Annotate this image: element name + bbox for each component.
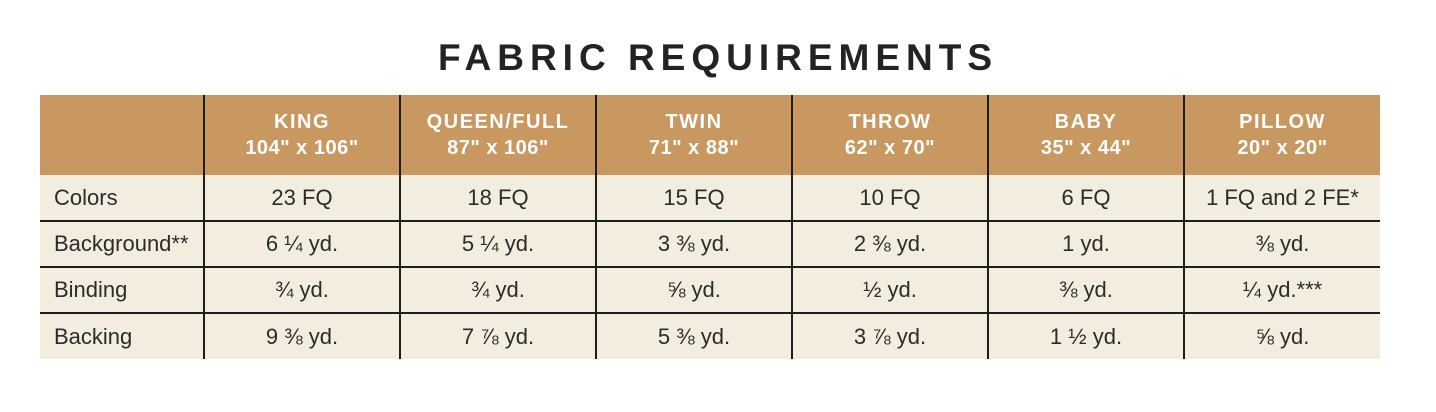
table-cell: ⅜ yd. xyxy=(987,266,1184,313)
table-cell: 15 FQ xyxy=(595,175,792,221)
header-row: KING 104" x 106" QUEEN/FULL 87" x 106" TWIN 7… xyxy=(40,95,1380,175)
table-cell: ½ yd. xyxy=(791,266,988,313)
table-cell: 6 ¼ yd. xyxy=(203,220,400,267)
table-cell: 18 FQ xyxy=(399,175,596,221)
table-cell: 9 ⅜ yd. xyxy=(203,312,400,359)
row-label: Binding xyxy=(40,266,204,313)
table-cell: ⅝ yd. xyxy=(595,266,792,313)
table-cell: 10 FQ xyxy=(791,175,988,221)
table-cell: ¼ yd.*** xyxy=(1183,266,1380,313)
page-title: FABRIC REQUIREMENTS xyxy=(437,37,999,78)
table-cell: 1 ½ yd. xyxy=(987,312,1184,359)
row-label: Backing xyxy=(40,312,204,359)
table-cell: ⅜ yd. xyxy=(1183,220,1380,267)
column-size: 35" x 44" xyxy=(1040,137,1132,159)
row-label: Background** xyxy=(40,220,204,267)
column-header-throw: THROW 62" x 70" xyxy=(791,95,988,175)
table-body: Colors 23 FQ 18 FQ 15 FQ 10 FQ 6 FQ 1 FQ and 2… xyxy=(40,175,1380,359)
table-cell: ⅝ yd. xyxy=(1183,312,1380,359)
table-cell: 3 ⅜ yd. xyxy=(595,220,792,267)
table-row-colors: Colors 23 FQ 18 FQ 15 FQ 10 FQ 6 FQ 1 FQ and 2… xyxy=(40,175,1380,221)
table-cell: 5 ¼ yd. xyxy=(399,220,596,267)
column-name: QUEEN/FULL xyxy=(426,111,570,133)
column-name: KING xyxy=(274,111,330,133)
column-header-queen-full: QUEEN/FULL 87" x 106" xyxy=(399,95,596,175)
column-size: 62" x 70" xyxy=(844,137,936,159)
table-cell: 23 FQ xyxy=(203,175,400,221)
column-size: 104" x 106" xyxy=(245,137,359,159)
table-cell: 6 FQ xyxy=(987,175,1184,221)
corner-cell xyxy=(40,95,204,175)
table-cell: 3 ⅞ yd. xyxy=(791,312,988,359)
page: FABRIC REQUIREMENTS KING 104" x 106" QUEEN… xyxy=(40,37,1380,359)
row-label: Colors xyxy=(40,175,204,221)
table-cell: 1 yd. xyxy=(987,220,1184,267)
column-header-pillow: PILLOW 20" x 20" xyxy=(1183,95,1380,175)
table-cell: 5 ⅜ yd. xyxy=(595,312,792,359)
table-row-binding: Binding ¾ yd. ¾ yd. ⅝ yd. ½ yd. ⅜ yd. ¼ yd.*** xyxy=(40,266,1380,313)
column-header-twin: TWIN 71" x 88" xyxy=(595,95,792,175)
column-name: PILLOW xyxy=(1239,111,1326,133)
table-row-background: Background** 6 ¼ yd. 5 ¼ yd. 3 ⅜ yd. 2 ⅜ yd.… xyxy=(40,220,1380,267)
table-row-backing: Backing 9 ⅜ yd. 7 ⅞ yd. 5 ⅜ yd. 3 ⅞ yd. 1 ½ y… xyxy=(40,312,1380,359)
column-name: THROW xyxy=(848,111,932,133)
column-name: BABY xyxy=(1054,111,1118,133)
column-size: 87" x 106" xyxy=(447,137,549,159)
column-header-baby: BABY 35" x 44" xyxy=(987,95,1184,175)
column-name: TWIN xyxy=(665,111,723,133)
table-cell: ¾ yd. xyxy=(203,266,400,313)
column-header-king: KING 104" x 106" xyxy=(203,95,400,175)
table-cell: 7 ⅞ yd. xyxy=(399,312,596,359)
fabric-requirements-table: KING 104" x 106" QUEEN/FULL 87" x 106" TWIN 7… xyxy=(40,95,1380,359)
table-cell: ¾ yd. xyxy=(399,266,596,313)
column-size: 20" x 20" xyxy=(1237,137,1328,159)
table-cell: 2 ⅜ yd. xyxy=(791,220,988,267)
column-size: 71" x 88" xyxy=(648,137,740,159)
table-cell: 1 FQ and 2 FE* xyxy=(1183,175,1380,221)
